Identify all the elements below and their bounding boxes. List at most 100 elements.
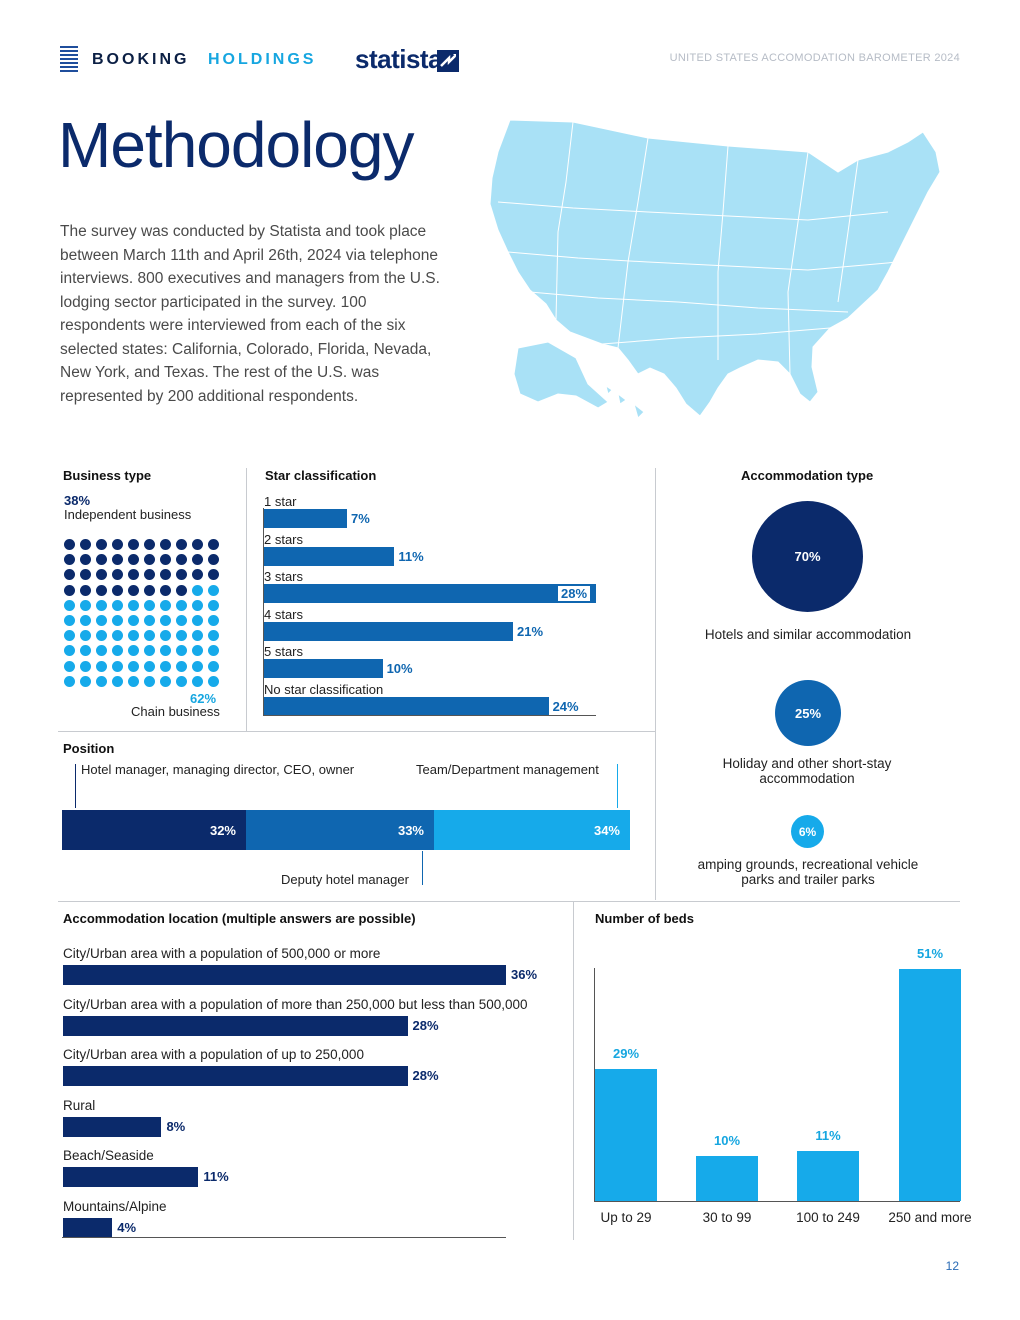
dot-independent (80, 569, 91, 581)
location-bar (63, 1066, 408, 1086)
star-row: No star classification 24% (264, 682, 579, 716)
dot-chain (192, 660, 203, 672)
star-label: 1 star (264, 494, 297, 509)
star-row: 1 star 7% (264, 494, 370, 528)
chain-label: Chain business (131, 704, 220, 719)
dot-chain (112, 675, 123, 687)
divider-vertical-3 (573, 902, 574, 1240)
star-bar (264, 621, 513, 641)
dot-independent (160, 584, 171, 596)
star-label: 2 stars (264, 531, 304, 547)
dot-chain (96, 675, 107, 687)
dot-chain (96, 645, 107, 657)
beds-value-label: 29% (612, 1046, 640, 1062)
position-segment-team: 34% (434, 810, 630, 850)
business-type-title: Business type (63, 468, 152, 483)
dot-chain (64, 630, 75, 642)
star-bar (264, 696, 549, 716)
star-label: 5 stars (264, 644, 304, 659)
dot-chain (160, 645, 171, 657)
dot-chain (208, 584, 219, 596)
star-value-label: 28% (558, 586, 591, 601)
dot-chain (176, 614, 187, 626)
dot-chain (160, 599, 171, 611)
dot-chain (160, 614, 171, 626)
dot-chain (112, 645, 123, 657)
dot-chain (208, 599, 219, 611)
star-value-label: 21% (517, 623, 544, 639)
dot-independent (160, 554, 171, 566)
location-bar (63, 1015, 408, 1036)
position-title: Position (63, 741, 115, 756)
position-label-deputy: Deputy hotel manager (281, 872, 409, 887)
beds-category-label: 30 to 99 (702, 1210, 752, 1225)
dot-chain (128, 675, 139, 687)
dot-independent (208, 539, 219, 550)
report-title: UNITED STATES ACCOMODATION BAROMETER 202… (669, 52, 960, 64)
location-title: Accommodation location (multiple answers… (63, 911, 416, 926)
statista-logo-icon (437, 50, 459, 72)
accommodation-camping-circle: 6% (791, 815, 824, 848)
location-label: City/Urban area with a population of up … (63, 1047, 364, 1062)
position-leader-bottom (422, 851, 423, 885)
dot-chain (128, 599, 139, 611)
dot-chain (80, 614, 91, 626)
dot-chain (192, 584, 203, 596)
dot-chain (64, 645, 75, 657)
location-value-label: 36% (511, 967, 538, 982)
accommodation-holiday-circle: 25% (775, 680, 841, 746)
star-row: 3 stars 28% (264, 569, 596, 603)
dot-independent (96, 584, 107, 596)
beds-value-label: 10% (713, 1132, 741, 1148)
star-bar (264, 509, 347, 528)
dot-chain (144, 645, 155, 657)
beds-bar (899, 969, 961, 1201)
dot-chain (176, 660, 187, 672)
dot-independent (64, 554, 75, 566)
location-bar (63, 1217, 113, 1238)
dot-chain (128, 630, 139, 642)
dot-chain (176, 675, 187, 687)
dot-chain (176, 599, 187, 611)
accommodation-hotels-circle: 70% (752, 501, 863, 612)
dot-chain (112, 614, 123, 626)
dot-independent (176, 539, 187, 550)
independent-pct: 38% (64, 493, 91, 508)
location-label: Beach/Seaside (63, 1148, 154, 1163)
dot-independent (144, 554, 155, 566)
dot-independent (112, 539, 123, 550)
dot-chain (144, 614, 155, 626)
dot-independent (96, 554, 107, 566)
dot-chain (160, 630, 171, 642)
dot-chain (64, 675, 75, 687)
dot-chain (144, 660, 155, 672)
dot-chain (112, 599, 123, 611)
position-label-team: Team/Department management (416, 762, 599, 777)
dot-independent (128, 539, 139, 550)
dot-chain (80, 675, 91, 687)
position-label-owner: Hotel manager, managing director, CEO, o… (81, 762, 355, 777)
dot-chain (208, 660, 219, 672)
dot-chain (80, 599, 91, 611)
brand-statista: statista (355, 44, 443, 74)
dot-chain (80, 645, 91, 657)
dot-chain (80, 660, 91, 672)
dot-chain (192, 675, 203, 687)
star-classification-title: Star classification (265, 468, 377, 483)
page-title: Methodology (58, 109, 414, 181)
dot-independent (64, 584, 75, 596)
independent-label: Independent business (64, 507, 192, 522)
divider-vertical-1 (246, 468, 247, 732)
brand-booking: BOOKING (92, 51, 190, 68)
dot-chain (128, 645, 139, 657)
divider-horizontal-1 (58, 731, 656, 732)
position-leader-right (617, 764, 618, 808)
dot-chain (208, 630, 219, 642)
location-value-label: 8% (166, 1118, 186, 1134)
dot-independent (208, 569, 219, 581)
map-mainland (489, 119, 941, 417)
dot-independent (80, 539, 91, 550)
dot-chain (64, 614, 75, 626)
dot-independent (64, 569, 75, 581)
dot-independent (176, 554, 187, 566)
